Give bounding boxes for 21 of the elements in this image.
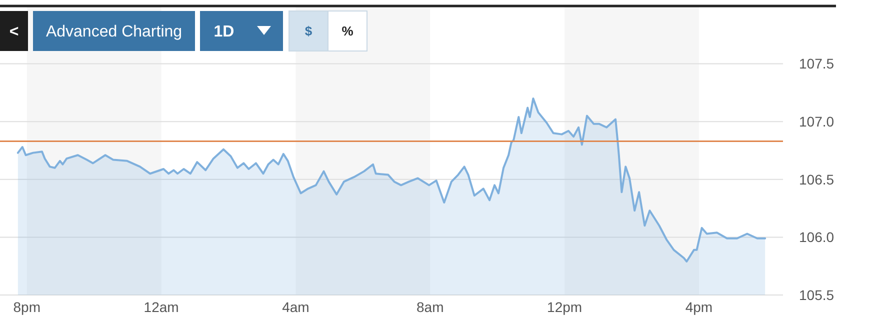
period-dropdown[interactable]: 1D <box>200 11 283 51</box>
y-tick-label: 105.5 <box>799 286 834 303</box>
x-tick-label: 12am <box>144 299 179 315</box>
x-tick-label: 4pm <box>685 299 713 315</box>
annotation: Advanced Charting <box>46 24 182 41</box>
x-tick-label: 12pm <box>547 299 582 315</box>
back-button[interactable]: < <box>0 11 28 51</box>
chart-button[interactable]: Advanced Charting <box>33 11 195 51</box>
annotation: $ <box>304 24 313 39</box>
y-tick-label: 107.0 <box>799 114 834 130</box>
currency-toggle[interactable]: $ <box>288 10 328 52</box>
y-tick-label: 107.5 <box>799 56 834 72</box>
annotation: < <box>9 24 19 41</box>
percent-toggle[interactable]: % <box>328 10 368 52</box>
x-tick-label: 4am <box>282 299 310 315</box>
y-tick-label: 106.0 <box>799 229 834 246</box>
x-tick-label: 8am <box>416 299 444 315</box>
annotation: 1D <box>214 24 234 41</box>
annotation: % <box>342 24 354 39</box>
x-tick-label: 8pm <box>13 299 40 315</box>
y-tick-label: 106.5 <box>799 171 834 188</box>
